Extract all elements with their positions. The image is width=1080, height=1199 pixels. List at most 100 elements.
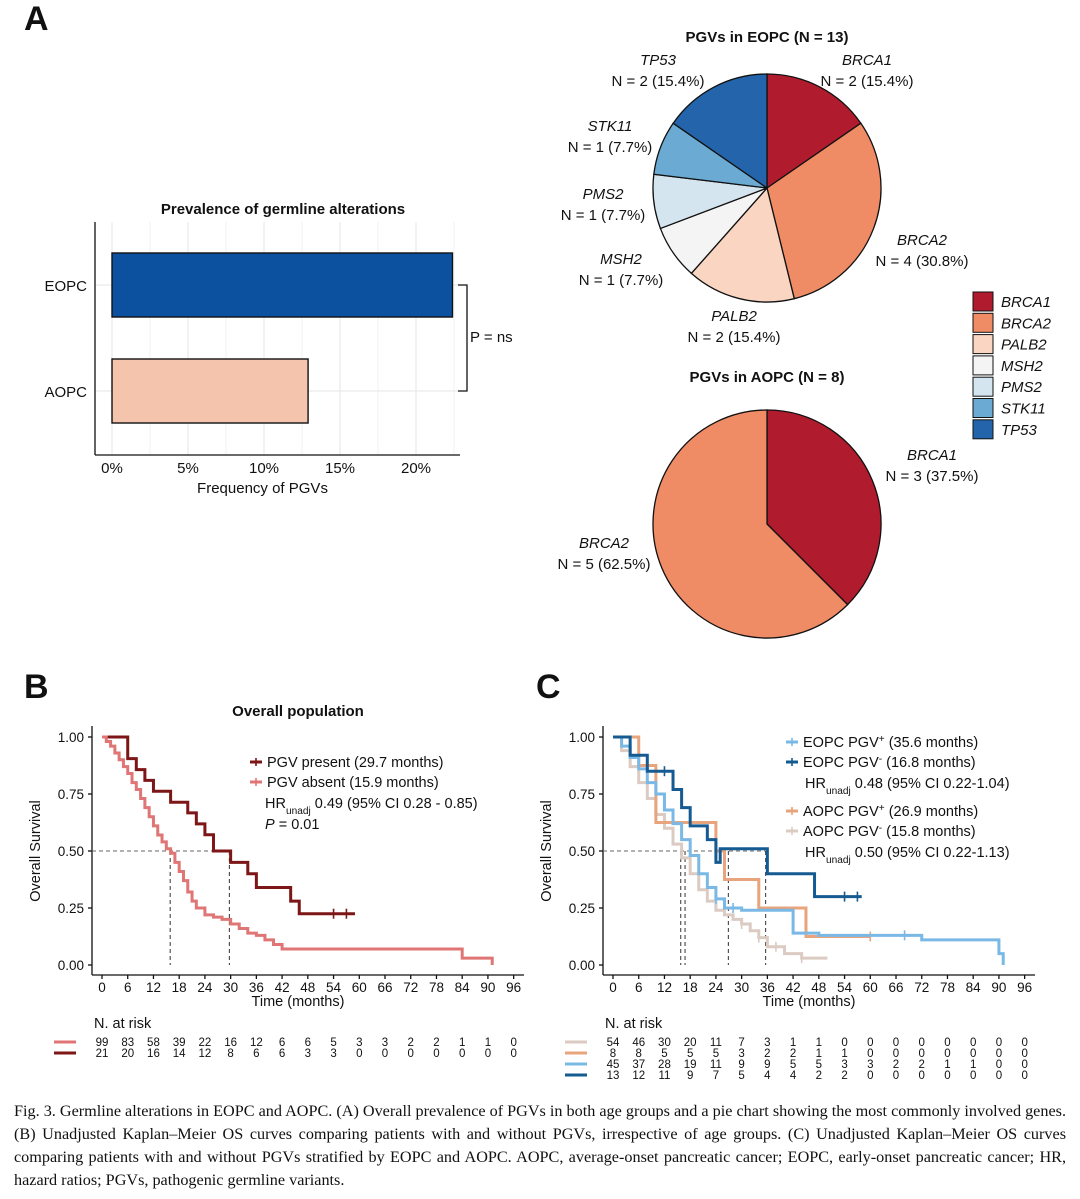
x-tick-label: 54 — [837, 980, 853, 995]
y-tick-label: 0.25 — [569, 901, 595, 916]
risk-count: 12 — [250, 1037, 263, 1049]
km-curve — [613, 735, 1005, 965]
risk-count: 0 — [996, 1048, 1002, 1060]
slice-count-label: N = 3 (37.5%) — [886, 468, 979, 485]
x-tick-label: 12 — [146, 980, 161, 995]
risk-count: 0 — [1021, 1059, 1027, 1071]
risk-count: 6 — [279, 1037, 285, 1049]
text-span: 0.48 (95% CI 0.22-1.04) — [851, 776, 1010, 792]
x-tick-label: 48 — [300, 980, 315, 995]
hazard-ratio-text: HRunadj 0.48 (95% CI 0.22-1.04) — [805, 776, 1010, 797]
risk-count: 45 — [607, 1059, 620, 1071]
risk-count: 4 — [764, 1070, 771, 1082]
slice-gene-label: PALB2 — [711, 308, 757, 325]
risk-count: 0 — [510, 1048, 516, 1060]
text-span: HR — [805, 845, 826, 861]
chart-title: Prevalence of germline alterations — [161, 201, 405, 218]
x-tick-label: 90 — [480, 980, 495, 995]
risk-count: 0 — [996, 1037, 1002, 1049]
text-span: - — [879, 823, 882, 834]
x-tick-label: 72 — [914, 980, 929, 995]
gene-legend: BRCA1 BRCA2 PALB2 MSH2 PMS2 STK11 TP53 — [972, 291, 1052, 440]
panel-letter-a: A — [24, 0, 49, 38]
risk-count: 5 — [330, 1037, 336, 1049]
risk-count: 54 — [607, 1037, 620, 1049]
x-tick-label: 54 — [326, 980, 342, 995]
slice-gene-label: STK11 — [588, 118, 633, 135]
text-span: (16.8 months) — [882, 755, 976, 771]
aopc-pie-title: PGVs in AOPC (N = 8) — [690, 369, 845, 386]
risk-count: 16 — [224, 1037, 237, 1049]
x-tick-label: 96 — [506, 980, 521, 995]
y-tick-label: 1.00 — [58, 730, 84, 745]
x-tick-label: 30 — [734, 980, 749, 995]
risk-count: 0 — [919, 1037, 925, 1049]
risk-count: 0 — [944, 1048, 950, 1060]
y-tick-label: 0.75 — [569, 787, 595, 802]
risk-count: 8 — [636, 1048, 642, 1060]
legend-swatch-palb2 — [972, 334, 994, 355]
risk-count: 0 — [867, 1048, 873, 1060]
chart-title: Overall population — [232, 703, 364, 720]
aopc-pie-chart: BRCA1 N = 3 (37.5%) BRCA2 N = 5 (62.5%) — [558, 409, 979, 639]
risk-count: 3 — [356, 1037, 362, 1049]
risk-count: 0 — [996, 1070, 1002, 1082]
x-tick-label: 66 — [377, 980, 392, 995]
risk-count: 2 — [764, 1048, 770, 1060]
risk-count: 0 — [919, 1048, 925, 1060]
y-tick-label: 0.75 — [58, 787, 84, 802]
risk-count: 0 — [867, 1070, 873, 1082]
text-span: + — [879, 734, 885, 745]
legend-swatch-tp53 — [972, 419, 994, 440]
risk-count: 19 — [684, 1059, 697, 1071]
risk-count: 9 — [738, 1059, 744, 1071]
risk-count: 5 — [713, 1048, 719, 1060]
p-value-annotation: P = ns — [470, 329, 513, 346]
bar-aopc — [111, 358, 309, 424]
risk-count: 2 — [919, 1059, 925, 1071]
x-tick-label: 0% — [101, 460, 123, 477]
x-tick-label: 90 — [991, 980, 1006, 995]
y-tick-label: 0.50 — [569, 844, 595, 859]
text-span: unadj — [826, 786, 851, 797]
risk-count: 0 — [893, 1048, 899, 1060]
risk-count: 0 — [944, 1037, 950, 1049]
text-span: = 0.01 — [275, 817, 320, 833]
text-span: 0.49 (95% CI 0.28 - 0.85) — [311, 796, 478, 812]
text-span: AOPC PGV — [803, 804, 879, 820]
eopc-pie-chart: BRCA1 N = 2 (15.4%) BRCA2 N = 4 (30.8%) PALB… — [561, 52, 969, 346]
risk-count: 1 — [485, 1037, 491, 1049]
risk-count: 39 — [173, 1037, 186, 1049]
legend-label: BRCA2 — [1001, 315, 1052, 332]
x-tick-label: 18 — [683, 980, 698, 995]
risk-count: 0 — [433, 1048, 439, 1060]
y-tick-label: 0.25 — [58, 901, 84, 916]
legend-swatch-brca1 — [972, 291, 994, 312]
risk-count: 2 — [433, 1037, 439, 1049]
risk-count: 8 — [610, 1048, 616, 1060]
eopc-pie-title: PGVs in EOPC (N = 13) — [686, 29, 849, 46]
legend-label: PGV present (29.7 months) — [267, 755, 444, 771]
pie-slice-brca1 — [766, 73, 862, 190]
x-tick-label: 20% — [401, 460, 431, 477]
slice-count-label: N = 1 (7.7%) — [579, 272, 664, 289]
risk-count: 13 — [607, 1070, 620, 1082]
significance-bracket — [458, 284, 468, 392]
risk-count: 11 — [710, 1059, 722, 1071]
text-span: EOPC PGV — [803, 755, 879, 771]
hazard-ratio-text: HRunadj 0.50 (95% CI 0.22-1.13) — [805, 845, 1010, 866]
slice-gene-label: BRCA2 — [897, 232, 948, 249]
x-tick-label: 84 — [455, 980, 471, 995]
legend-swatch-brca2 — [972, 312, 994, 333]
x-tick-label: 36 — [760, 980, 775, 995]
risk-count: 0 — [893, 1037, 899, 1049]
legend-label: EOPC PGV- (16.8 months) — [803, 754, 976, 772]
risk-count: 21 — [96, 1048, 109, 1060]
text-span: P — [265, 817, 275, 833]
risk-count: 0 — [919, 1070, 925, 1082]
hazard-ratio-text: HRunadj 0.49 (95% CI 0.28 - 0.85) — [265, 796, 478, 817]
text-span: AOPC PGV — [803, 824, 879, 840]
risk-count: 2 — [893, 1059, 899, 1071]
text-span: 0.50 (95% CI 0.22-1.13) — [851, 845, 1010, 861]
risk-count: 0 — [485, 1048, 491, 1060]
